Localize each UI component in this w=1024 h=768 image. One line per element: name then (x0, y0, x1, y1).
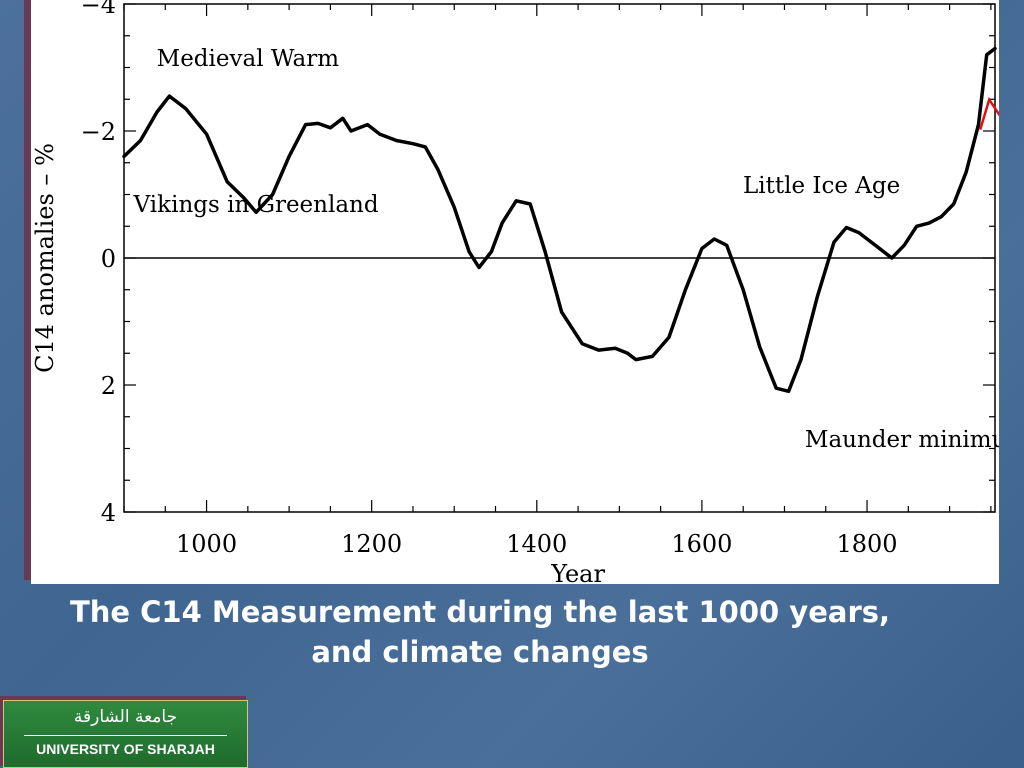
y-tick-label: 0 (101, 245, 116, 273)
logo-arabic-text: جامعة الشارقة (73, 707, 178, 727)
x-tick-label: 1400 (506, 530, 567, 558)
c14-chart: 1000 1200 1400 1600 1800 −4 −2 0 2 4 Year C14 anoma… (31, 0, 999, 584)
x-tick-label: 1000 (176, 530, 237, 558)
red-caret-marker (979, 96, 999, 130)
annotation-3: Maunder minimum (805, 427, 999, 453)
y-tick-label: 2 (101, 372, 116, 400)
caption-line-2: and climate changes (311, 635, 649, 669)
logo-divider (24, 735, 227, 736)
logo-plate: جامعة الشارقة UNIVERSITY OF SHARJAH (3, 700, 248, 768)
x-tick-label: 1200 (341, 530, 402, 558)
annotation-1: Little Ice Age (743, 173, 900, 199)
series-line-0 (122, 46, 997, 394)
y-axis-label: C14 anomalies – % (31, 143, 59, 373)
caption-line-1: The C14 Measurement during the last 1000… (69, 595, 891, 629)
annotation-2: Vikings in Greenland (133, 192, 379, 218)
x-tick-label: 1600 (671, 530, 732, 558)
slide-caption: The C14 Measurement during the last 1000… (0, 592, 960, 672)
x-axis-label: Year (550, 560, 605, 584)
annotation-0: Medieval Warm (157, 46, 340, 72)
chart-panel: 1000 1200 1400 1600 1800 −4 −2 0 2 4 Year C14 anoma… (31, 0, 999, 584)
y-tick-label: 4 (101, 499, 116, 527)
x-tick-label: 1800 (836, 530, 897, 558)
logo-english-text: UNIVERSITY OF SHARJAH (36, 741, 215, 757)
university-logo: جامعة الشارقة UNIVERSITY OF SHARJAH (0, 696, 248, 768)
y-tick-label: −2 (81, 118, 116, 146)
y-tick-label: −4 (81, 0, 116, 19)
